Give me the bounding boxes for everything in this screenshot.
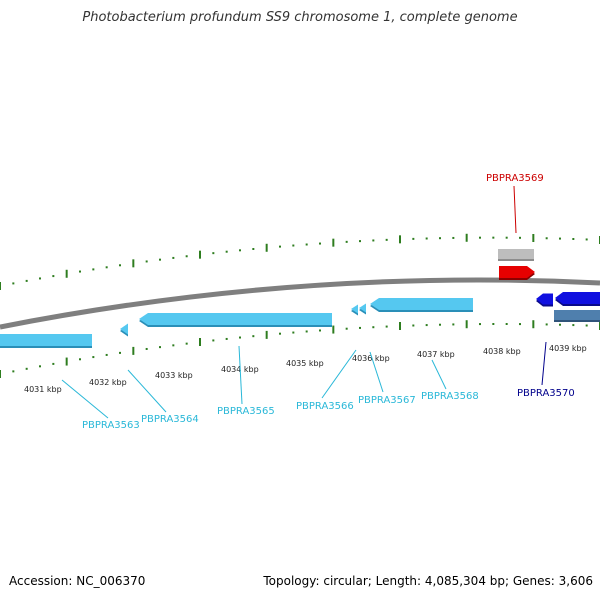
scale-label: 4035 kbp <box>286 359 324 368</box>
gene-label: PBPRA3568 <box>421 391 479 402</box>
topology-summary: Topology: circular; Length: 4,085,304 bp… <box>263 574 593 588</box>
gene-arrow <box>555 292 600 304</box>
gene-arrow <box>370 298 473 310</box>
gene-arrow <box>139 313 332 325</box>
scale-label: 4033 kbp <box>155 371 193 380</box>
gene-arrow <box>351 304 358 314</box>
label-leader-line <box>127 369 167 413</box>
gene-block-shadow <box>554 320 600 322</box>
gene-arrow <box>120 323 128 335</box>
gene-block-shadow <box>498 259 534 261</box>
scale-label: 4036 kbp <box>352 354 390 363</box>
gene-label: PBPRA3569 <box>486 173 544 184</box>
label-leader-line <box>513 185 517 234</box>
label-leader-line <box>369 351 384 393</box>
gene-label: PBPRA3570 <box>517 388 575 399</box>
scale-label: 4037 kbp <box>417 350 455 359</box>
label-leader-line <box>61 379 109 419</box>
label-leader-line <box>431 359 447 390</box>
gene-arrow <box>499 266 535 278</box>
inner-tick-track <box>0 320 600 378</box>
scale-label: 4038 kbp <box>483 347 521 356</box>
accession-text: Accession: NC_006370 <box>9 574 146 588</box>
label-leader-line <box>238 345 243 405</box>
scale-label: 4031 kbp <box>24 385 62 394</box>
outer-tick-track <box>0 233 600 290</box>
gene-label: PBPRA3565 <box>217 406 275 417</box>
gene-block <box>554 310 600 321</box>
scale-label: 4039 kbp <box>549 344 587 353</box>
gene-label: PBPRA3563 <box>82 420 140 431</box>
gene-arrow <box>359 303 366 313</box>
gene-arrow <box>0 334 92 346</box>
gene-label: PBPRA3567 <box>358 395 416 406</box>
gene-arrow <box>536 293 553 305</box>
label-leader-line <box>321 349 357 399</box>
gene-track <box>0 249 600 348</box>
chromosome-backbone <box>0 277 600 330</box>
scale-label: 4032 kbp <box>89 378 127 387</box>
gene-label: PBPRA3564 <box>141 414 199 425</box>
gene-block <box>498 249 534 260</box>
map-title: Photobacterium profundum SS9 chromosome … <box>82 10 518 25</box>
label-leader-line <box>541 341 547 386</box>
gene-label: PBPRA3566 <box>296 401 354 412</box>
